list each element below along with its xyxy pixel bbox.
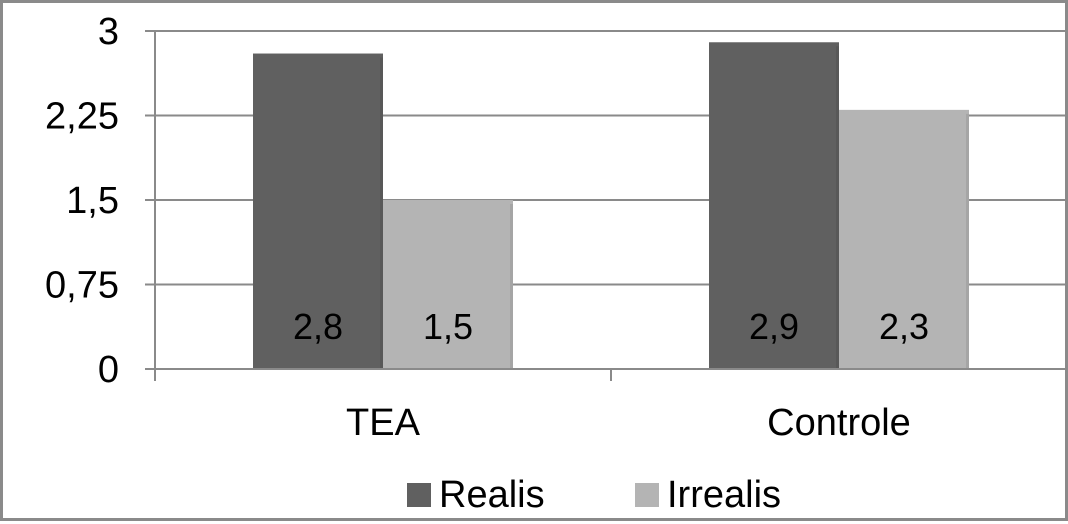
data-labels: 2,8 1,5 2,9 2,3 [293, 306, 929, 347]
legend-label: Irrealis [667, 474, 781, 516]
bar-chart: 2,8 1,5 2,9 2,3 0 0,75 1,5 2,25 3 TEA Controle Re… [45, 11, 1068, 516]
bar-shadow [380, 57, 383, 370]
legend-swatch [635, 483, 659, 507]
y-tick-label: 3 [98, 11, 119, 53]
bar [709, 42, 839, 370]
bar-data-label: 2,8 [293, 306, 343, 347]
legend-label: Realis [439, 474, 545, 516]
legend: Realis Irrealis [407, 474, 781, 516]
legend-swatch [407, 483, 431, 507]
bar [253, 53, 383, 370]
x-category-label: Controle [767, 402, 911, 444]
y-tick-label: 1,5 [66, 180, 119, 222]
bar-shadow [510, 204, 513, 369]
bar-shadow [966, 113, 969, 369]
bar [839, 109, 969, 369]
y-tick-label: 0,75 [45, 265, 119, 307]
axes: 0 0,75 1,5 2,25 3 TEA Controle [45, 11, 1068, 444]
bar-data-label: 2,3 [879, 306, 929, 347]
bar-data-label: 1,5 [423, 306, 473, 347]
bars [253, 42, 969, 370]
x-category-label: TEA [346, 402, 421, 444]
bar-data-label: 2,9 [749, 306, 799, 347]
bar [383, 200, 513, 369]
y-tick-label: 2,25 [45, 96, 119, 138]
y-tick-label: 0 [98, 349, 119, 391]
bar-shadow [836, 46, 839, 370]
